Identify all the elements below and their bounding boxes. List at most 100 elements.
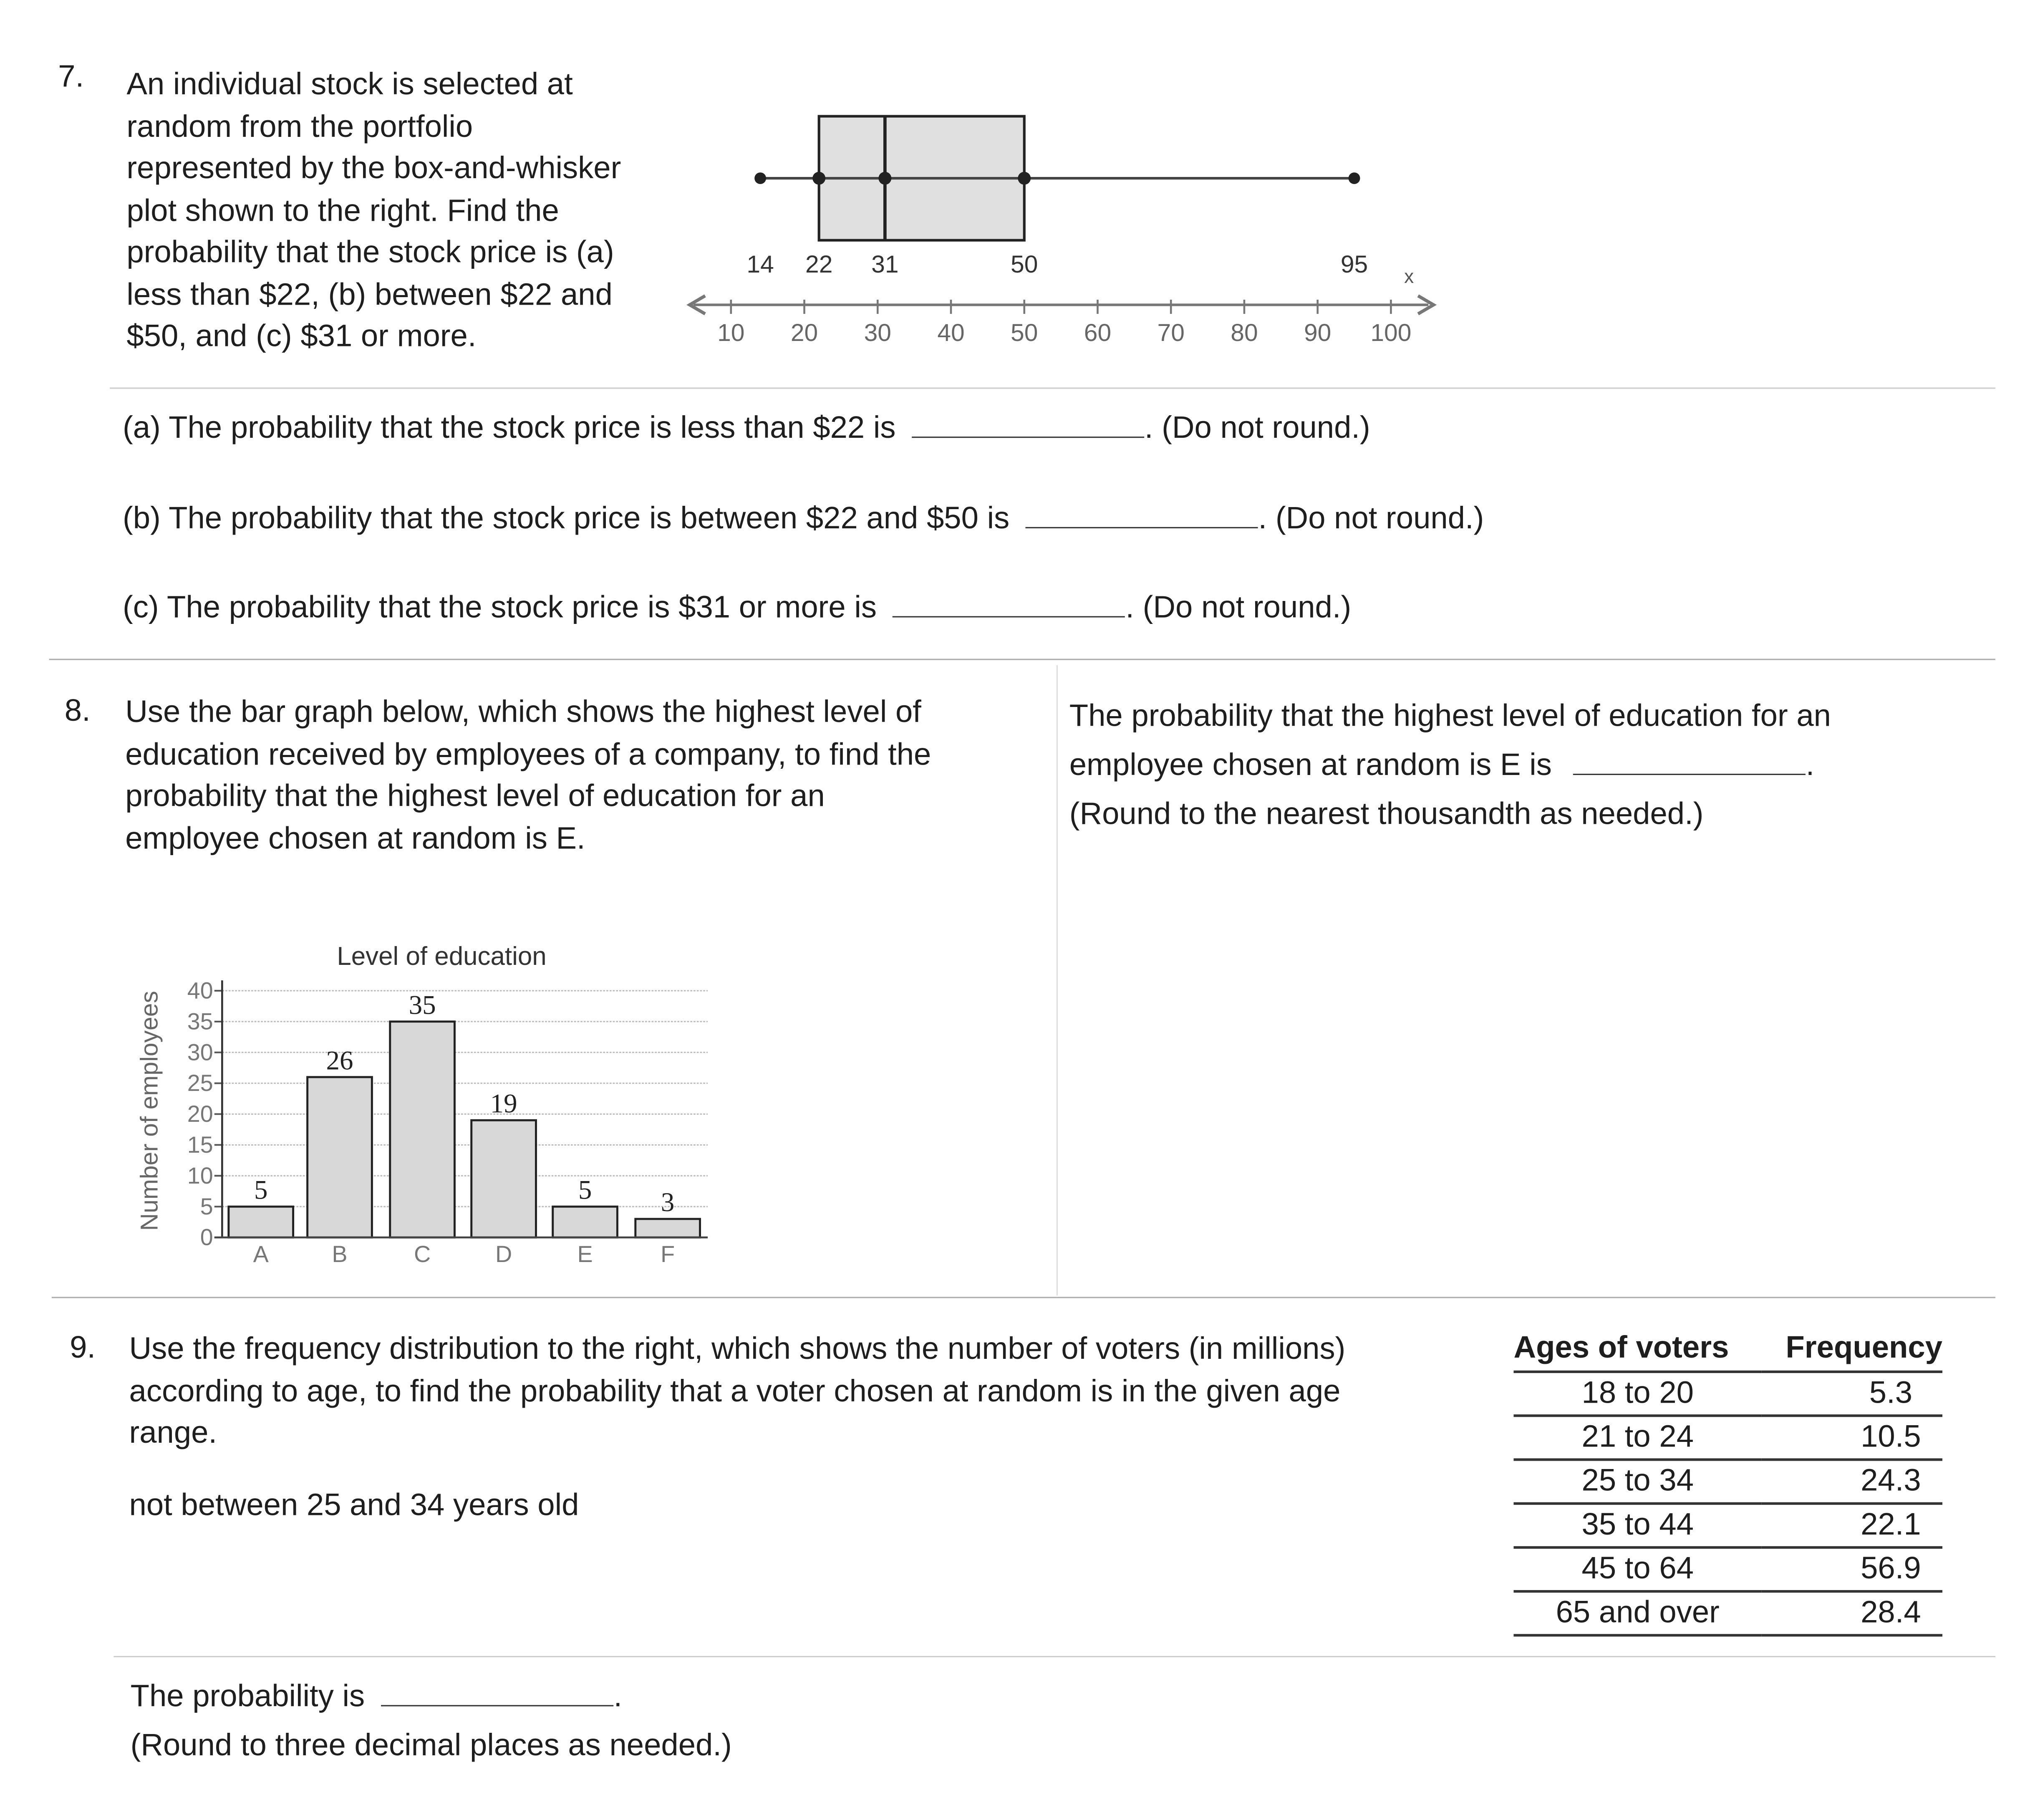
age-cell: 21 to 24 — [1513, 1416, 1762, 1461]
bar-A — [227, 1205, 295, 1239]
prompt-line: An individual stock is selected at — [126, 67, 573, 102]
prompt-line: $50, and (c) $31 or more. — [126, 319, 477, 354]
box-and-whisker-plot: 14 22 31 50 95 x 10 20 30 40 50 60 70 80 90 100 — [686, 115, 1437, 346]
y-tick-label: 20 — [187, 1101, 213, 1127]
data-label: 5 — [578, 1175, 592, 1205]
value-label: 14 — [746, 251, 774, 278]
x-tick-label: B — [332, 1241, 347, 1267]
y-tick-label: 30 — [187, 1039, 213, 1065]
axis-tick-label: 50 — [1011, 319, 1038, 346]
frequency-cell: 24.3 — [1762, 1459, 1943, 1505]
answer-note: . (Do not round.) — [1125, 590, 1352, 626]
prompt-line: probability that the stock price is (a) — [126, 235, 614, 270]
prompt-line: Use the frequency distribution to the ri… — [129, 1332, 1346, 1367]
answer-blank-input[interactable] — [1573, 748, 1806, 775]
data-label: 26 — [326, 1045, 353, 1075]
answer-text: (a) The probability that the stock price… — [123, 411, 896, 446]
y-tick-label: 35 — [187, 1008, 213, 1034]
column-header-ages: Ages of voters — [1513, 1328, 1762, 1373]
bar-E — [552, 1205, 618, 1239]
axis-tick-label: 10 — [717, 319, 744, 346]
value-label: 95 — [1341, 251, 1368, 278]
prompt-line: probability that the highest level of ed… — [125, 779, 825, 814]
answer-blank-input[interactable] — [1026, 501, 1258, 528]
x-tick-label: F — [661, 1241, 675, 1267]
question-8-prompt: Use the bar graph below, which shows the… — [125, 692, 931, 860]
x-tick-label: A — [253, 1241, 269, 1267]
value-label: 50 — [1011, 251, 1038, 278]
axis-tick-label: 70 — [1158, 319, 1185, 346]
value-label: 22 — [805, 251, 832, 278]
answer-text: employee chosen at random is E is — [1069, 748, 1552, 783]
x-tick-label: E — [577, 1241, 593, 1267]
prompt-line: range. — [129, 1416, 217, 1451]
divider — [113, 1656, 1995, 1658]
answer-text: (c) The probability that the stock price… — [123, 590, 877, 626]
age-cell: 65 and over — [1513, 1591, 1762, 1637]
question-7-number: 7. — [58, 59, 84, 94]
frequency-cell: 10.5 — [1762, 1416, 1943, 1461]
answer-text: The probability is — [130, 1679, 365, 1714]
table-row: 65 and over 28.4 — [1513, 1591, 1943, 1637]
prompt-line: plot shown to the right. Find the — [126, 193, 559, 228]
prompt-line: less than $22, (b) between $22 and — [126, 277, 613, 312]
question-9-number: 9. — [70, 1330, 96, 1366]
x-tick-label: D — [495, 1241, 512, 1267]
answer-note: . (Do not round.) — [1144, 411, 1370, 446]
bar-C — [389, 1020, 456, 1239]
column-header-frequency: Frequency — [1762, 1328, 1943, 1373]
answer-blank-input[interactable] — [381, 1679, 614, 1706]
question-9-condition: not between 25 and 34 years old — [129, 1488, 579, 1523]
age-cell: 18 to 20 — [1513, 1371, 1762, 1417]
frequency-cell: 56.9 — [1762, 1547, 1943, 1593]
arrow-right-icon — [1417, 294, 1437, 316]
question-8-answer: The probability that the highest level o… — [1069, 692, 1831, 840]
age-cell: 35 to 44 — [1513, 1503, 1762, 1549]
y-axis-label: Number of employees — [136, 991, 163, 1231]
column-divider — [1056, 665, 1058, 1296]
bar-chart: Level of education Number of employees 0 5 1… — [136, 942, 708, 1267]
question-8-number: 8. — [64, 694, 91, 729]
answer-text: The probability that the highest level o… — [1069, 699, 1831, 734]
answer-note: . (Do not round.) — [1258, 501, 1484, 536]
y-tick-label: 40 — [187, 978, 213, 1004]
boxplot-point — [812, 172, 826, 185]
prompt-line: according to age, to find the probabilit… — [129, 1373, 1341, 1409]
period: . — [1806, 748, 1815, 783]
frequency-cell: 5.3 — [1762, 1371, 1943, 1417]
table-row: 25 to 34 24.3 — [1513, 1459, 1943, 1505]
answer-text: (b) The probability that the stock price… — [123, 501, 1010, 536]
axis-tick-label: 40 — [937, 319, 964, 346]
age-cell: 45 to 64 — [1513, 1547, 1762, 1593]
y-tick-label: 15 — [187, 1132, 213, 1158]
axis-tick-label: 30 — [864, 319, 891, 346]
data-label: 19 — [490, 1089, 517, 1119]
prompt-line: random from the portfolio — [126, 109, 473, 144]
prompt-line: represented by the box-and-whisker — [126, 151, 621, 186]
table-row: 35 to 44 22.1 — [1513, 1503, 1943, 1549]
bar-D — [470, 1119, 537, 1239]
answer-blank-input[interactable] — [893, 590, 1126, 618]
divider — [51, 1297, 1995, 1298]
prompt-line: education received by employees of a com… — [125, 737, 931, 772]
axis-tick-label: 100 — [1370, 319, 1411, 346]
answer-blank-input[interactable] — [912, 411, 1145, 438]
chart-title: Level of education — [337, 942, 546, 971]
value-label: 31 — [871, 251, 898, 278]
axis-tick-label: 90 — [1304, 319, 1331, 346]
question-7-prompt: An individual stock is selected at random… — [126, 65, 621, 358]
axis-tick-label: 80 — [1231, 319, 1258, 346]
table-row: 21 to 24 10.5 — [1513, 1416, 1943, 1461]
x-tick-label: C — [414, 1241, 431, 1267]
y-tick-label: 5 — [200, 1194, 213, 1219]
data-label: 35 — [409, 990, 436, 1020]
bar-B — [306, 1076, 373, 1239]
answer-row-b: (b) The probability that the stock price… — [123, 501, 1484, 538]
boxplot-point — [878, 172, 892, 185]
bar-F — [634, 1218, 701, 1239]
answer-row-c: (c) The probability that the stock price… — [123, 590, 1351, 626]
table-row: 45 to 64 56.9 — [1513, 1547, 1943, 1593]
question-9-answer: The probability is . — [131, 1679, 623, 1716]
prompt-line: Use the bar graph below, which shows the… — [125, 695, 921, 730]
